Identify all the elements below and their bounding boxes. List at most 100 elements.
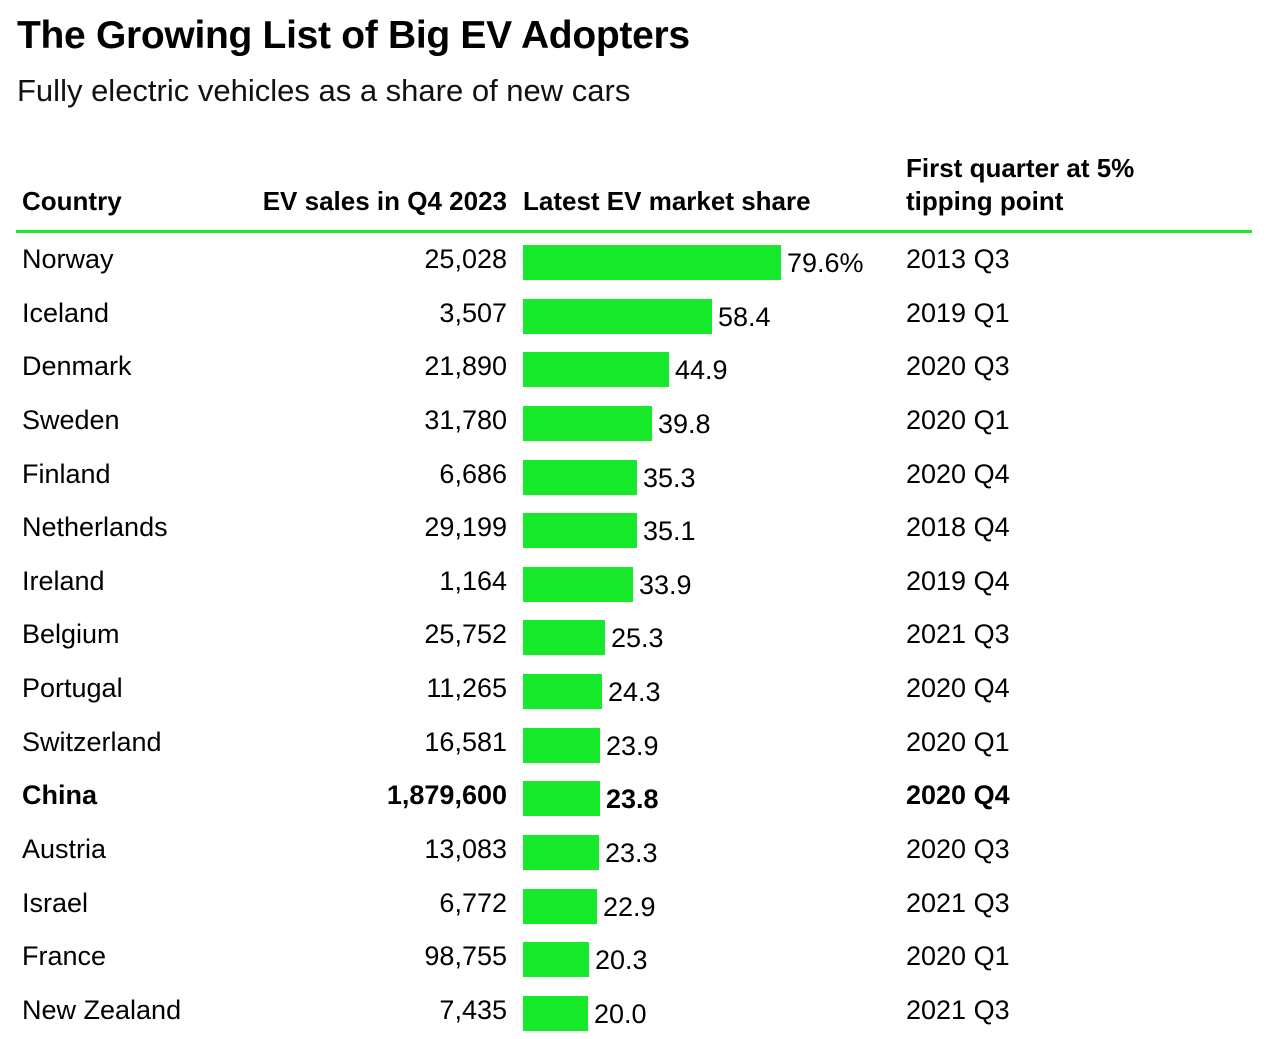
country-cell: Belgium [22,619,120,650]
country-cell: Iceland [22,297,110,328]
country-cell: France [22,941,107,972]
table-row: Finland 6,686 35.3 2020 Q4 [0,449,1266,503]
tipping-point-cell: 2020 Q4 [906,673,1010,704]
table-row: Switzerland 16,581 23.9 2020 Q1 [0,717,1266,771]
header-country: Country [22,186,122,216]
ev-sales-cell: 1,879,600 [386,780,507,811]
chart-subtitle: Fully electric vehicles as a share of ne… [17,73,631,108]
header-rule [16,230,1252,233]
country-cell: Ireland [22,565,105,596]
share-bar [523,995,588,1031]
ev-sales-cell: 1,164 [439,565,507,596]
table-row: China 1,879,600 23.8 2020 Q4 [0,770,1266,824]
ev-sales-cell: 25,028 [424,244,507,274]
ev-sales-cell: 16,581 [424,726,507,757]
country-cell: China [22,780,98,811]
share-bar [523,566,633,602]
ev-sales-cell: 25,752 [424,619,507,650]
tipping-point-cell: 2020 Q1 [906,726,1010,757]
tipping-point-cell: 2019 Q4 [906,565,1010,596]
country-cell: Norway [22,244,114,274]
share-value-label: 25.3 [611,623,664,654]
tipping-point-cell: 2020 Q1 [906,404,1010,435]
tipping-point-cell: 2021 Q3 [906,887,1010,918]
country-cell: Finland [22,458,111,489]
header-ev-sales: EV sales in Q4 2023 [262,186,507,216]
tipping-point-cell: 2020 Q4 [906,458,1010,489]
share-value-label: 44.9 [675,355,728,386]
header-tipping-point: First quarter at 5% tipping point [906,152,1134,218]
table-row: Netherlands 29,199 35.1 2018 Q4 [0,502,1266,556]
table-row: Austria 13,083 23.3 2020 Q3 [0,824,1266,878]
share-value-label: 24.3 [608,677,661,708]
ev-sales-cell: 7,435 [439,994,507,1025]
country-cell: Portugal [22,673,123,704]
table-row: Denmark 21,890 44.9 2020 Q3 [0,341,1266,395]
ev-sales-cell: 3,507 [439,297,507,328]
table-row: Sweden 31,780 39.8 2020 Q1 [0,395,1266,449]
share-value-label: 79.6% [787,248,864,278]
header-tipping-line2: tipping point [906,186,1064,216]
tipping-point-cell: 2020 Q4 [906,780,1010,811]
ev-sales-cell: 6,686 [439,458,507,489]
ev-sales-cell: 29,199 [424,512,507,543]
tipping-point-cell: 2018 Q4 [906,512,1010,543]
share-value-label: 39.8 [658,408,711,439]
share-value-label: 23.8 [606,784,659,815]
country-cell: Israel [22,887,89,918]
share-bar [523,620,605,656]
country-cell: New Zealand [22,994,182,1025]
share-value-label: 35.1 [643,516,696,547]
chart-title: The Growing List of Big EV Adopters [17,14,690,57]
table-row: Israel 6,772 22.9 2021 Q3 [0,878,1266,932]
tipping-point-cell: 2020 Q3 [906,834,1010,865]
share-bar [523,405,652,441]
share-bar [523,459,637,495]
share-value-label: 35.3 [643,462,696,493]
header-tipping-line1: First quarter at 5% [906,153,1135,183]
country-cell: Netherlands [22,512,168,543]
tipping-point-cell: 2021 Q3 [906,619,1010,650]
share-value-label: 23.3 [605,838,658,869]
country-cell: Switzerland [22,726,162,757]
table-row: Iceland 3,507 58.4 2019 Q1 [0,288,1266,342]
ev-sales-cell: 11,265 [426,673,507,704]
share-bar [523,245,781,280]
ev-sales-cell: 6,772 [439,887,507,918]
share-bar [523,835,599,871]
share-bar [523,352,669,388]
share-bar [523,888,597,924]
tipping-point-cell: 2020 Q3 [906,351,1010,382]
country-cell: Sweden [22,404,120,435]
country-cell: Denmark [22,351,132,382]
share-value-label: 22.9 [603,891,656,922]
country-cell: Austria [22,834,107,865]
table-row: Portugal 11,265 24.3 2020 Q4 [0,663,1266,717]
table-body: Norway 25,028 79.6% 2013 Q3 Iceland 3,507 58.4… [0,234,1266,1039]
share-value-label: 58.4 [718,301,771,332]
tipping-point-cell: 2021 Q3 [906,994,1010,1025]
ev-sales-cell: 31,780 [424,404,507,435]
table-row: Belgium 25,752 25.3 2021 Q3 [0,609,1266,663]
share-bar [523,513,637,549]
share-bar [523,298,712,334]
share-bar [523,727,600,763]
table-row: Ireland 1,164 33.9 2019 Q4 [0,556,1266,610]
share-value-label: 20.0 [594,998,647,1029]
share-bar [523,674,602,710]
header-market-share: Latest EV market share [523,186,811,216]
tipping-point-cell: 2020 Q1 [906,941,1010,972]
ev-sales-cell: 13,083 [424,834,507,865]
tipping-point-cell: 2019 Q1 [906,297,1010,328]
share-value-label: 23.9 [606,730,659,761]
table-row: France 98,755 20.3 2020 Q1 [0,931,1266,985]
share-value-label: 20.3 [595,945,648,976]
table-row: Norway 25,028 79.6% 2013 Q3 [0,234,1266,288]
ev-sales-cell: 98,755 [424,941,507,972]
ev-sales-cell: 21,890 [424,351,507,382]
share-bar [523,781,600,817]
share-bar [523,942,589,978]
tipping-point-cell: 2013 Q3 [906,244,1010,274]
table-row: New Zealand 7,435 20.0 2021 Q3 [0,985,1266,1039]
share-value-label: 33.9 [639,569,692,600]
